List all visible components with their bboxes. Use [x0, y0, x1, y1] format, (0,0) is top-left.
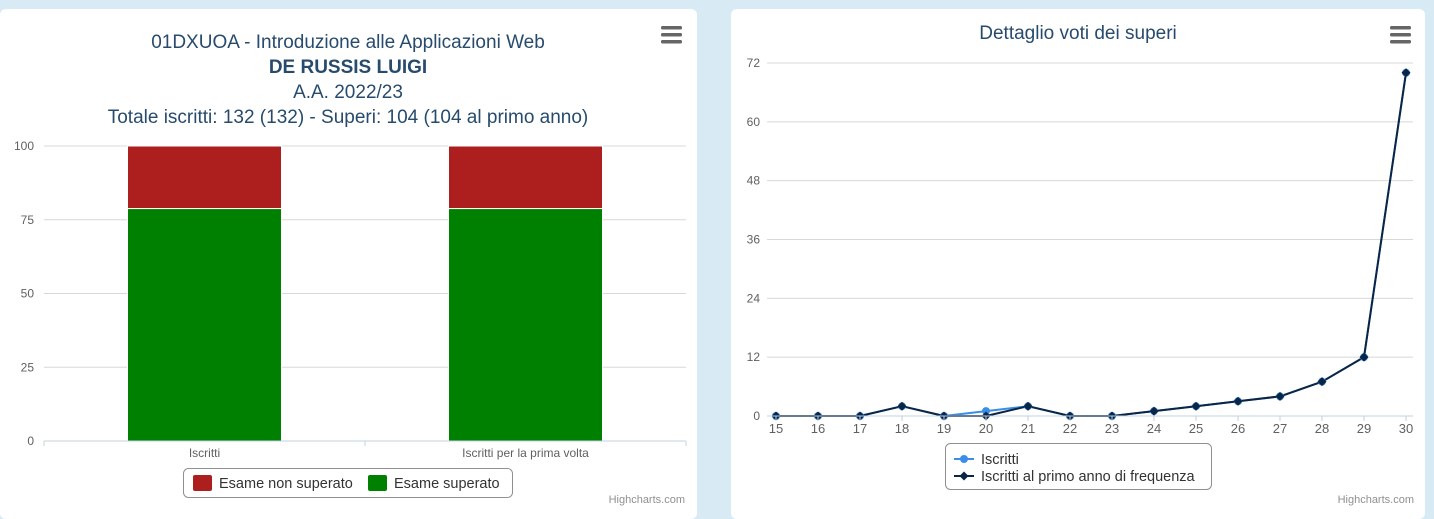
legend-label: Esame non superato	[219, 476, 353, 492]
x-tick-label: 17	[853, 421, 867, 436]
data-point-primo-anno[interactable]	[1275, 391, 1285, 401]
legend-item-series-iscritti[interactable]: Iscritti	[954, 452, 1019, 468]
series-iscritti-primo-anno-line[interactable]	[776, 72, 1407, 417]
y-tick-label: 48	[747, 174, 761, 188]
x-tick-label: 25	[1189, 421, 1203, 436]
y-tick-label: 36	[747, 233, 761, 247]
hamburger-menu-icon	[1390, 26, 1411, 44]
legend-swatch	[193, 475, 212, 491]
x-tick-label: 23	[1105, 421, 1119, 436]
data-point-primo-anno[interactable]	[1233, 396, 1243, 406]
legend-marker	[959, 471, 969, 481]
y-tick-label: 0	[753, 409, 760, 423]
bar-esame-non-superato[interactable]	[448, 145, 603, 210]
left-chart-panel: 01DXUOA - Introduzione alle Applicazioni…	[0, 9, 697, 519]
x-tick-label: 24	[1147, 421, 1161, 436]
series-iscritti-line[interactable]	[776, 72, 1407, 417]
credits-link[interactable]: Highcharts.com	[609, 494, 685, 506]
y-tick-label: 24	[747, 291, 761, 305]
x-tick-label: 28	[1315, 421, 1329, 436]
line-chart: Dettaglio voti dei superi 0 12 24 36 48 60 72 1…	[747, 23, 1414, 506]
x-tick-label: Iscritti	[189, 446, 220, 460]
stacked-bar-chart: 01DXUOA - Introduzione alle Applicazioni…	[14, 26, 687, 506]
x-tick-label: 26	[1231, 421, 1245, 436]
right-chart-panel: Dettaglio voti dei superi 0 12 24 36 48 60 72 1…	[731, 9, 1425, 519]
y-tick-label: 0	[27, 434, 34, 448]
chart-legend: Esame non superato Esame superato	[183, 468, 513, 498]
bar-esame-superato[interactable]	[127, 208, 282, 442]
credits-link[interactable]: Highcharts.com	[1338, 494, 1414, 506]
y-tick-label: 75	[21, 213, 35, 227]
hamburger-menu-icon	[661, 26, 682, 44]
y-tick-label: 12	[747, 350, 761, 364]
x-tick-label: 27	[1273, 421, 1287, 436]
chart-menu-button[interactable]	[661, 26, 682, 44]
x-tick-label: 20	[979, 421, 993, 436]
y-tick-label: 72	[747, 56, 761, 70]
legend-box	[183, 468, 513, 498]
bar-esame-superato[interactable]	[448, 208, 603, 442]
y-tick-label: 50	[21, 287, 35, 301]
legend-item-esame-superato[interactable]: Esame superato	[368, 475, 500, 492]
x-tick-label: 15	[769, 421, 783, 436]
legend-item-esame-non-superato[interactable]: Esame non superato	[193, 475, 353, 492]
data-point-primo-anno[interactable]	[1317, 377, 1327, 387]
legend-label: Iscritti	[981, 452, 1019, 468]
data-point-primo-anno[interactable]	[1401, 68, 1411, 78]
legend-swatch	[368, 475, 387, 491]
chart-title-line-4: Totale iscritti: 132 (132) - Superi: 104…	[108, 107, 589, 128]
legend-marker	[960, 455, 968, 463]
y-tick-label: 25	[21, 360, 35, 374]
x-tick-label: 30	[1399, 421, 1413, 436]
legend-box	[945, 443, 1212, 490]
chart-title-line-1: 01DXUOA - Introduzione alle Applicazioni…	[151, 32, 545, 53]
x-tick-label: 16	[811, 421, 825, 436]
data-point-primo-anno[interactable]	[1023, 401, 1033, 411]
bar-esame-non-superato[interactable]	[127, 145, 282, 210]
x-tick-label: 21	[1021, 421, 1035, 436]
data-point-primo-anno[interactable]	[897, 401, 907, 411]
legend-label: Esame superato	[394, 476, 500, 492]
data-point-iscritti[interactable]	[982, 407, 990, 416]
data-point-primo-anno[interactable]	[1359, 352, 1369, 362]
chart-title: Dettaglio voti dei superi	[979, 23, 1177, 44]
chart-title-line-3: A.A. 2022/23	[293, 82, 403, 103]
x-tick-label: 29	[1357, 421, 1371, 436]
x-tick-label: 18	[895, 421, 909, 436]
chart-title-line-2: DE RUSSIS LUIGI	[269, 57, 427, 78]
x-tick-label: 19	[937, 421, 951, 436]
x-tick-label: Iscritti per la prima volta	[462, 446, 589, 460]
legend-label: Iscritti al primo anno di frequenza	[981, 469, 1196, 485]
data-point-primo-anno[interactable]	[1149, 406, 1159, 416]
data-point-primo-anno[interactable]	[1191, 401, 1201, 411]
y-tick-label: 100	[14, 139, 34, 153]
chart-menu-button[interactable]	[1390, 26, 1411, 44]
x-tick-label: 22	[1063, 421, 1077, 436]
y-tick-label: 60	[747, 115, 761, 129]
legend-item-series-iscritti-primo-anno[interactable]: Iscritti al primo anno di frequenza	[954, 469, 1196, 485]
